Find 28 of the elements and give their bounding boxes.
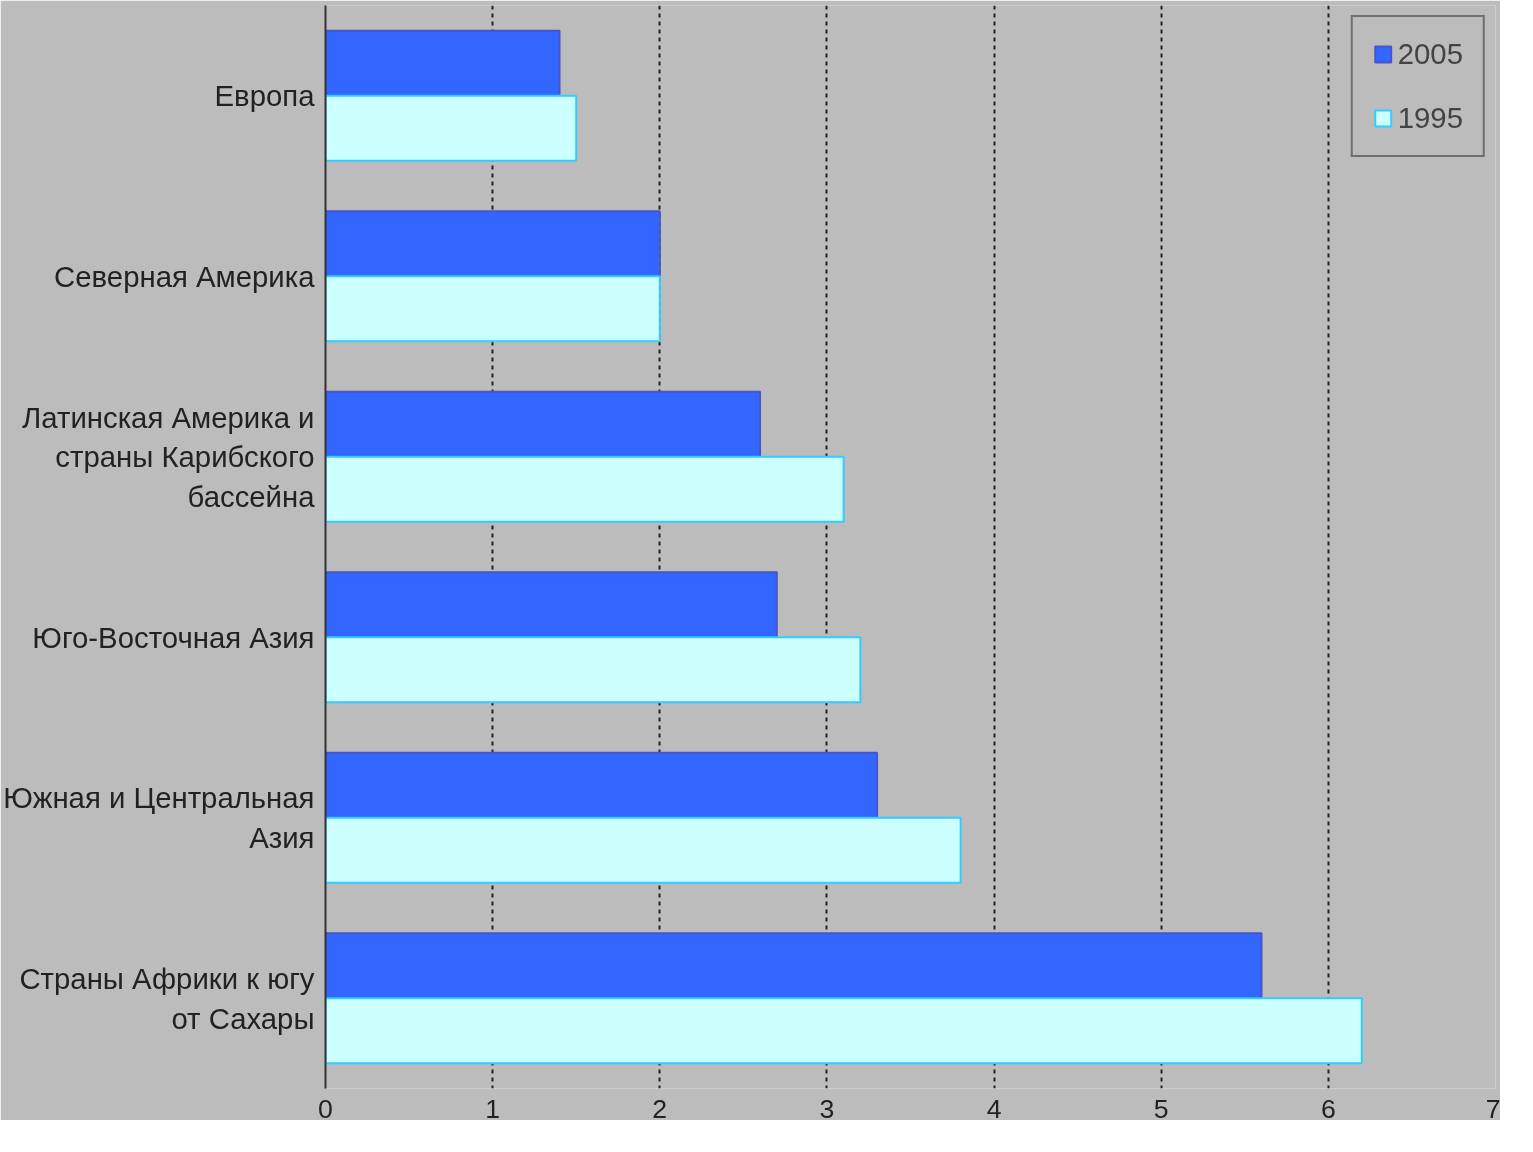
x-tick-label: 0: [318, 1093, 333, 1124]
x-tick-label: 4: [986, 1093, 1002, 1124]
y-tick-label: Южная и Центральная Азия: [3, 781, 315, 855]
x-tick-label: 1: [485, 1093, 501, 1124]
bar: [325, 997, 1363, 1065]
bar: [325, 29, 561, 97]
bar: [325, 636, 862, 704]
bar: [325, 751, 879, 819]
bar: [325, 816, 962, 884]
bar: [325, 455, 845, 523]
y-tick-label: Юго-Восточная Азия: [32, 620, 315, 654]
y-tick-label: Северная Америка: [54, 259, 316, 293]
y-tick-label: Европа: [214, 79, 316, 113]
x-tick-label: 3: [819, 1093, 835, 1124]
bar: [325, 94, 578, 162]
bar: [325, 275, 661, 343]
y-tick-label: Латинская Америка и страны Карибского бассейна: [22, 400, 316, 513]
x-tick-label: 6: [1320, 1093, 1336, 1124]
x-tick-label: 2: [652, 1093, 668, 1124]
bar: [325, 571, 778, 639]
legend-label: 2005: [1397, 37, 1463, 71]
legend-label: 1995: [1397, 101, 1463, 135]
y-tick-label: Страны Африки к югу от Сахары: [19, 961, 315, 1035]
bar: [325, 210, 661, 278]
x-tick-label: 7: [1485, 1093, 1501, 1124]
x-tick-label: 5: [1153, 1093, 1169, 1124]
bar: [325, 390, 762, 458]
bar: [325, 932, 1263, 1000]
